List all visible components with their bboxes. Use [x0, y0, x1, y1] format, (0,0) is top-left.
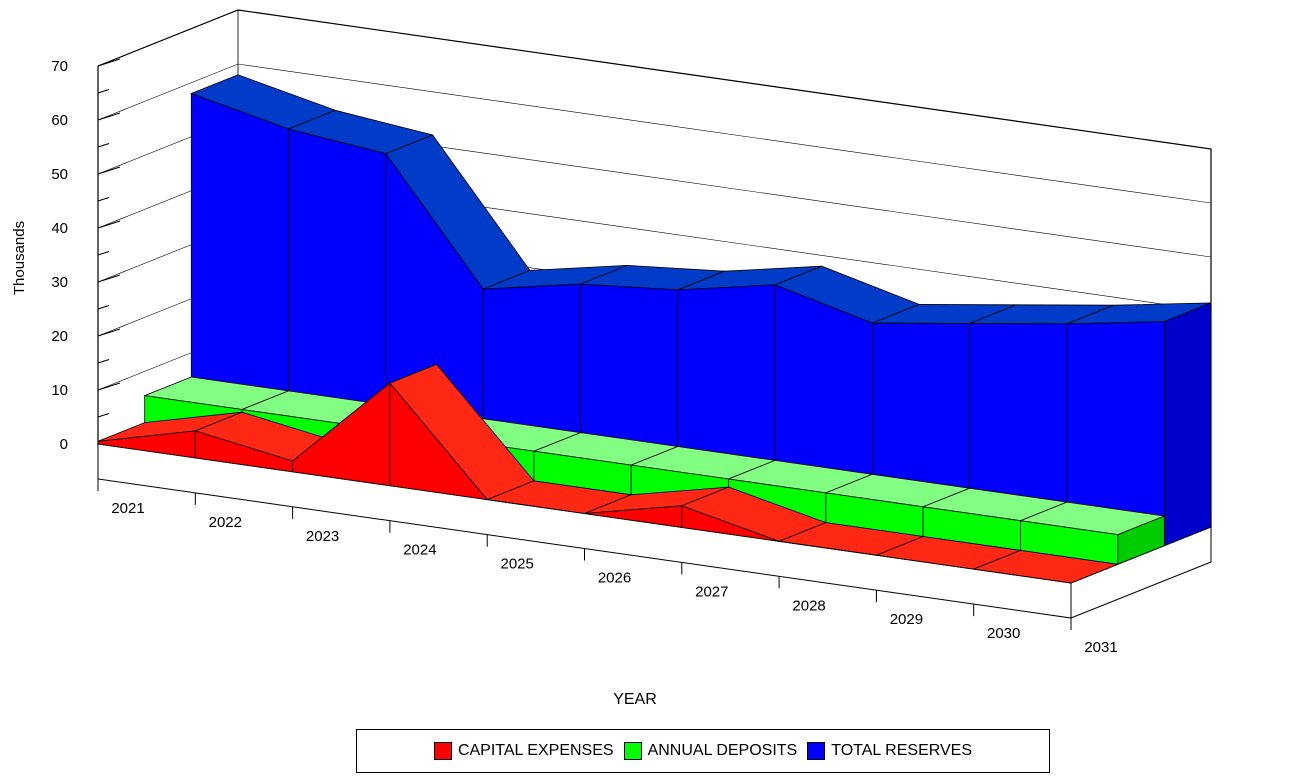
legend-swatch [433, 742, 452, 760]
y-tick [97, 58, 121, 67]
x-tick-label: 2024 [403, 542, 436, 559]
x-axis-title: YEAR [613, 691, 657, 708]
y-tick [97, 328, 121, 337]
legend-swatch [807, 742, 826, 760]
series-front-segment [681, 505, 780, 542]
y-tick [97, 112, 121, 121]
y-minor-tick [97, 197, 110, 202]
y-minor-tick [97, 305, 110, 310]
legend-label: TOTAL RESERVES [831, 742, 973, 759]
x-tick-label: 2025 [501, 556, 534, 573]
y-minor-tick [97, 251, 110, 256]
y-tick-label: 0 [60, 436, 68, 453]
x-tick-label: 2031 [1084, 639, 1117, 656]
y-minor-tick [97, 143, 110, 148]
y-tick [97, 382, 121, 391]
x-tick-label: 2029 [890, 611, 923, 628]
y-tick-label: 40 [51, 220, 68, 237]
series-front-segment [288, 128, 387, 435]
y-minor-tick [97, 89, 110, 94]
x-tick-label: 2021 [111, 500, 144, 517]
legend-label: ANNUAL DEPOSITS [647, 742, 798, 759]
y-tick-label: 70 [51, 58, 68, 75]
series-front-segment [973, 568, 1072, 584]
series-side [1163, 302, 1212, 547]
y-tick-label: 30 [51, 274, 68, 291]
legend-item-total-reserves: TOTAL RESERVES [807, 742, 972, 760]
series-front-segment [190, 92, 290, 422]
x-tick-label: 2022 [209, 514, 242, 531]
y-tick [97, 166, 121, 175]
gridline [97, 63, 1212, 204]
series-capital-expenses [97, 363, 1120, 584]
y-tick [97, 274, 121, 283]
x-axis: 2021 2022 2023 2024 2025 2026 2027 2028 2029 2030… [97, 479, 1118, 656]
legend-label: CAPITAL EXPENSES [457, 742, 614, 759]
y-axis: 0 10 20 30 40 50 60 70 [51, 58, 121, 453]
y-minor-tick [97, 359, 110, 364]
x-tick-label: 2027 [695, 583, 728, 600]
series-layer [97, 74, 1212, 584]
legend-item-capital-expenses: CAPITAL EXPENSES [433, 742, 614, 760]
y-tick-label: 20 [51, 328, 68, 345]
x-tick-label: 2030 [987, 625, 1020, 642]
series-front-segment [389, 381, 489, 501]
y-minor-tick [97, 413, 110, 418]
y-tick [97, 220, 121, 229]
y-tick-label: 60 [51, 112, 68, 129]
gridline [97, 9, 1212, 150]
x-tick-label: 2023 [306, 528, 339, 545]
legend-swatch [623, 742, 642, 760]
series-total-reserves [190, 74, 1212, 547]
x-tick-label: 2026 [598, 570, 631, 587]
y-tick-label: 10 [51, 382, 68, 399]
x-tick-label: 2028 [792, 597, 825, 614]
legend: CAPITAL EXPENSES ANNUAL DEPOSITS TOTAL R… [356, 729, 1050, 773]
legend-item-annual-deposits: ANNUAL DEPOSITS [623, 742, 798, 760]
y-tick-label: 50 [51, 166, 68, 183]
y-axis-title: Thousands [11, 221, 28, 295]
